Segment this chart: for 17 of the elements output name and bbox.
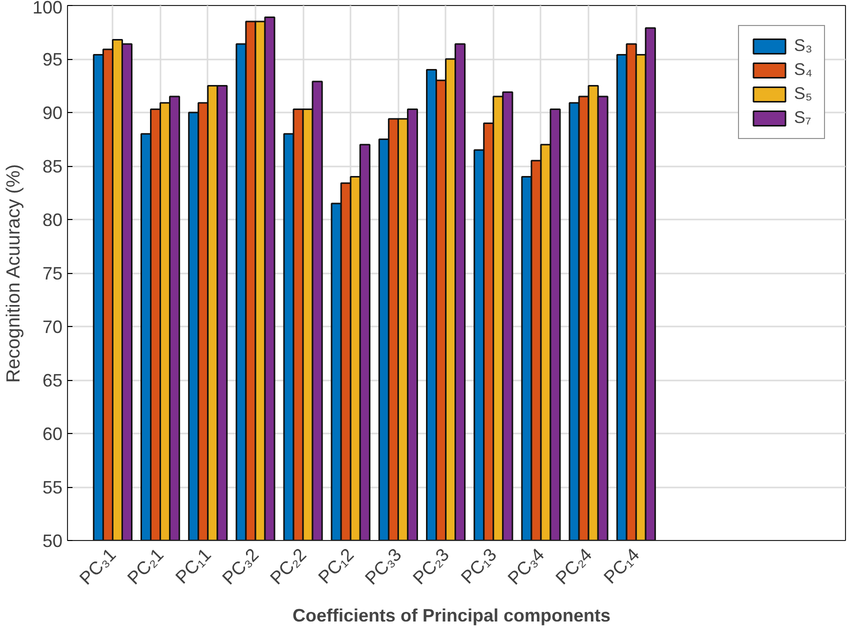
y-tick-label: 70 — [42, 317, 63, 337]
legend-label: S₃ — [794, 36, 814, 56]
y-tick-label: 95 — [42, 50, 63, 70]
y-tick-label: 55 — [42, 478, 63, 498]
legend-label: S₇ — [794, 108, 812, 128]
y-tick-label: 65 — [42, 370, 63, 390]
legend-label: S₅ — [794, 84, 814, 104]
y-tick-label: 100 — [32, 0, 63, 18]
y-tick-label: 85 — [42, 156, 63, 176]
y-tick-label: 90 — [42, 103, 63, 123]
y-tick-label: 50 — [42, 531, 63, 551]
x-axis-title: Coefficients of Principal components — [292, 606, 611, 626]
y-axis-title: Recognition Acuuracy (%) — [3, 164, 24, 383]
y-tick-label: 75 — [42, 264, 63, 284]
legend-label: S₄ — [794, 60, 814, 80]
y-tick-label: 80 — [42, 210, 63, 230]
y-tick-label: 60 — [42, 424, 63, 444]
